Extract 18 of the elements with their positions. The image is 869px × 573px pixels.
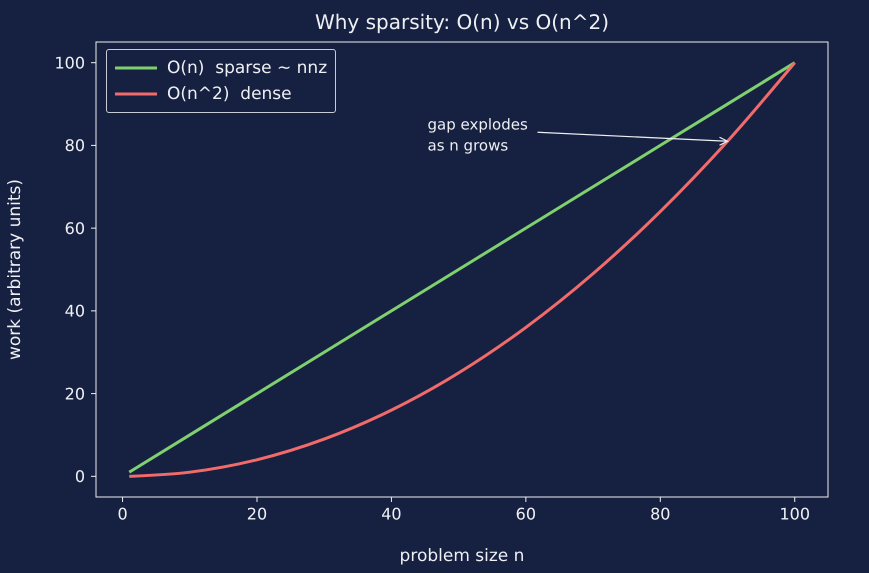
x-tick-label: 20 (246, 504, 268, 524)
legend-label: O(n) sparse ~ nnz (167, 58, 328, 78)
chart-title: Why sparsity: O(n) vs O(n^2) (314, 10, 610, 34)
x-tick-label: 80 (650, 504, 670, 524)
y-tick-label: 20 (64, 384, 85, 404)
legend-label: O(n^2) dense (167, 84, 292, 104)
y-axis-title: work (arbitrary units) (5, 178, 26, 360)
y-tick-label: 0 (74, 467, 85, 486)
annotation: gap explodes as n grows (428, 115, 528, 154)
x-axis-title: problem size n (400, 546, 524, 566)
y-tick-label: 60 (64, 218, 85, 238)
y-tick-label: 100 (54, 53, 85, 72)
y-tick-label: 40 (64, 302, 85, 321)
x-tick-label: 100 (779, 504, 810, 524)
x-tick-label: 40 (381, 504, 402, 524)
y-tick-label: 80 (64, 136, 85, 156)
x-tick-label: 60 (516, 504, 536, 524)
x-tick-label: 0 (117, 504, 128, 524)
